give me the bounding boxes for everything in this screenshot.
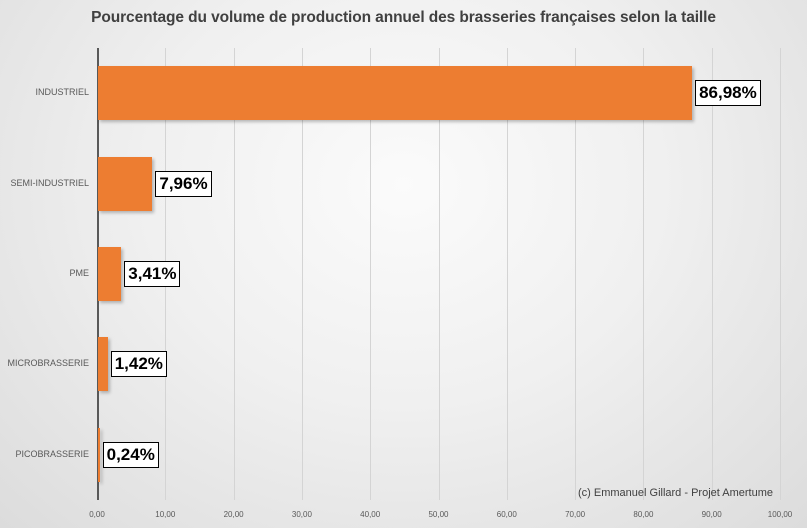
category-label: SEMI-INDUSTRIEL: [10, 177, 89, 188]
category-label: MICROBRASSERIE: [7, 358, 89, 369]
category-label: PICOBRASSERIE: [15, 448, 89, 459]
data-label: 0,24%: [102, 441, 159, 468]
category-label: INDUSTRIEL: [35, 87, 89, 98]
bar-microbrasserie: [98, 337, 108, 392]
data-label: 86,98%: [695, 80, 761, 107]
plot-area: 86,98% 7,96% 3,41% 1,42% 0,24%: [97, 48, 781, 500]
category-label: PME: [69, 268, 89, 278]
x-tick-label: 80,00: [633, 510, 654, 519]
gridline: [575, 48, 577, 500]
gridline: [711, 48, 713, 500]
gridline: [643, 48, 645, 500]
bar-pme: [98, 247, 122, 301]
bar-industriel: [98, 66, 693, 121]
gridline: [301, 48, 303, 500]
bar-picobrasserie: [98, 427, 100, 482]
x-tick-label: 50,00: [428, 510, 449, 519]
x-tick-label: 10,00: [155, 510, 176, 519]
gridline: [233, 48, 235, 500]
x-tick-label: 60,00: [496, 510, 517, 519]
gridline: [438, 48, 440, 500]
x-tick-label: 70,00: [565, 510, 586, 519]
gridline: [370, 48, 372, 500]
gridline: [506, 48, 508, 500]
x-tick-label: 90,00: [701, 510, 722, 519]
x-tick-label: 0,00: [89, 510, 105, 519]
x-tick-label: 20,00: [223, 510, 244, 519]
x-tick-label: 40,00: [360, 510, 381, 519]
chart-title: Pourcentage du volume de production annu…: [91, 9, 716, 26]
data-label: 3,41%: [124, 261, 181, 287]
data-label: 1,42%: [110, 351, 167, 378]
gridline: [780, 48, 781, 500]
x-tick-label: 100,00: [767, 510, 793, 519]
data-label: 7,96%: [155, 170, 212, 197]
credit-annotation: (c) Emmanuel Gillard - Projet Amertume: [578, 487, 773, 499]
x-tick-label: 30,00: [291, 510, 312, 519]
bar-semi-industriel: [98, 156, 153, 211]
